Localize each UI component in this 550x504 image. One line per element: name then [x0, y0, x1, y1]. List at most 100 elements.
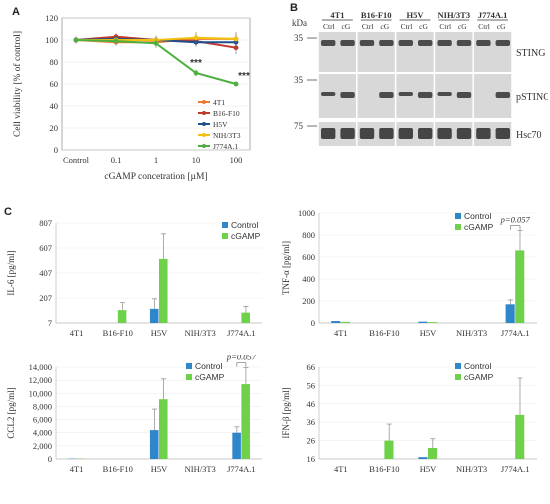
- data-point-j774a-1: [113, 38, 119, 44]
- blot-cell-line-nih-3t3: NIH/3T3: [438, 10, 471, 20]
- bar-control-h5v: [418, 457, 428, 459]
- bar-control-j774a-1: [505, 304, 515, 323]
- x-tick-label: 100: [230, 155, 243, 165]
- lane-label-ctrl: Ctrl: [401, 22, 413, 31]
- bar-control-h5v: [418, 321, 428, 323]
- legend-swatch-control: [222, 222, 228, 228]
- legend-label-cgamp: cGAMP: [195, 372, 225, 382]
- y-axis-label: Cell viability [% of control]: [12, 31, 23, 137]
- x-tick-label: 0.1: [111, 155, 122, 165]
- blot-cell-line-h5v: H5V: [407, 10, 425, 20]
- blot-band: [456, 92, 472, 98]
- blot-band: [321, 92, 336, 96]
- legend-marker-nih-3t3: [202, 133, 206, 137]
- legend-swatch-control: [455, 213, 461, 219]
- data-point-nih-3t3: [193, 35, 199, 41]
- blot-row-label-sting: STING: [516, 48, 545, 59]
- x-tick-label-b16-f10: B16-F10: [369, 464, 399, 474]
- x-tick-label-b16-f10: B16-F10: [103, 464, 133, 474]
- bar-control-4t1: [331, 321, 341, 323]
- blot-band: [379, 40, 394, 46]
- blot-band: [495, 40, 510, 46]
- y-tick-label: 407: [39, 268, 52, 278]
- bar-control-j774a-1: [232, 432, 241, 459]
- lane-label-ctrl: Ctrl: [478, 22, 490, 31]
- legend-label-control: Control: [195, 361, 223, 371]
- legend-label-b16-f10: B16-F10: [213, 109, 240, 118]
- blot-cell-line-4t1: 4T1: [330, 10, 344, 20]
- x-tick-label-nih-3t3: NIH/3T3: [185, 328, 216, 338]
- blot-strip: [357, 32, 395, 72]
- legend-marker-j774a-1: [202, 144, 206, 148]
- bar-control-h5v: [149, 308, 159, 323]
- y-tick-label: 16: [307, 454, 316, 464]
- lane-label-cg: cG: [497, 22, 506, 31]
- x-axis-label: cGAMP concetration [µM]: [104, 172, 207, 182]
- blot-row-label-hsc70: Hsc70: [516, 130, 542, 141]
- tnf-alpha-bar-chart: 0 200 400 600 800 1000 TNF-α [pg/ml] 4T1 B16-F10…: [281, 208, 537, 338]
- data-point-j774a-1: [193, 70, 199, 76]
- panel-letter-c: C: [4, 206, 12, 218]
- blot-band: [495, 128, 510, 139]
- x-tick-label: Control: [63, 155, 90, 165]
- lane-label-ctrl: Ctrl: [323, 22, 335, 31]
- blot-band: [495, 92, 510, 98]
- y-tick-label: 10,000: [29, 388, 52, 398]
- y-axis-label: IFN-β [pg/ml]: [281, 387, 291, 438]
- western-blot-panel: kDa 4T1 Ctrl cG B16-F10 Ctrl cG H5V Ctrl cG NIH/3T…: [290, 10, 548, 150]
- bar-cgamp-4t1: [340, 321, 350, 323]
- lane-label-cg: cG: [458, 22, 467, 31]
- bar-cgamp-h5v: [428, 447, 438, 459]
- legend-label-j774a-1: J774A.1: [213, 142, 238, 151]
- blot-band: [379, 92, 394, 98]
- bar-cgamp-h5v: [159, 258, 168, 323]
- blot-band: [359, 40, 375, 46]
- bar-cgamp-j774a-1: [515, 414, 525, 459]
- x-tick-label-b16-f10: B16-F10: [369, 328, 399, 338]
- bar-cgamp-j774a-1: [241, 312, 250, 323]
- panel-letter-a: A: [12, 6, 20, 18]
- legend-label-cgamp: cGAMP: [231, 231, 261, 241]
- legend-marker-h5v: [202, 122, 206, 126]
- significance-annotation: ***: [238, 71, 250, 82]
- legend-label-nih-3t3: NIH/3T3: [213, 131, 241, 140]
- blot-band: [476, 128, 491, 139]
- x-tick-label-nih-3t3: NIH/3T3: [185, 464, 216, 474]
- data-point-j774a-1: [153, 40, 159, 46]
- blot-band: [321, 40, 336, 46]
- ifn-beta-bar-chart: 16 26 36 46 56 66 IFN-β [pg/ml] 4T1 B16-F10 H5V NI…: [281, 361, 537, 474]
- marker-35-kda: 35: [294, 75, 304, 85]
- y-tick-label: 66: [307, 362, 316, 372]
- y-tick-label: 2,000: [33, 441, 52, 451]
- bar-cgamp-b16-f10: [117, 310, 127, 323]
- y-tick-label: 807: [39, 218, 52, 228]
- y-tick-label: 120: [45, 13, 58, 23]
- blot-band: [340, 40, 355, 46]
- blot-cell-line-b16-f10: B16-F10: [361, 10, 392, 20]
- bar-cgamp-h5v: [159, 399, 168, 459]
- y-tick-label: 207: [39, 293, 52, 303]
- x-tick-label-4t1: 4T1: [70, 328, 84, 338]
- blot-band: [340, 128, 355, 139]
- x-tick-label: 10: [192, 155, 201, 165]
- y-tick-label: 600: [302, 252, 315, 262]
- y-tick-label: 200: [302, 296, 315, 306]
- blot-strip: [396, 32, 434, 72]
- y-axis-label: CCL2 [pg/ml]: [6, 387, 16, 438]
- x-tick-label-nih-3t3: NIH/3T3: [456, 464, 487, 474]
- pvalue-label: p=0.057: [226, 355, 257, 362]
- bar-control-h5v: [149, 430, 159, 459]
- bar-cgamp-h5v: [428, 322, 438, 323]
- y-tick-label: 0: [311, 318, 315, 328]
- x-tick-label-h5v: H5V: [420, 328, 437, 338]
- legend-swatch-cgamp: [222, 233, 228, 239]
- y-axis-label: TNF-α [pg/ml]: [281, 241, 291, 295]
- blot-band: [437, 92, 452, 96]
- x-tick-label-j774a-1: J774A.1: [227, 464, 256, 474]
- blot-band: [418, 92, 433, 98]
- blot-band: [359, 128, 375, 139]
- x-tick-label-h5v: H5V: [420, 464, 437, 474]
- y-tick-label: 400: [302, 274, 315, 284]
- y-tick-label: 800: [302, 230, 315, 240]
- legend-label-cgamp: cGAMP: [464, 222, 494, 232]
